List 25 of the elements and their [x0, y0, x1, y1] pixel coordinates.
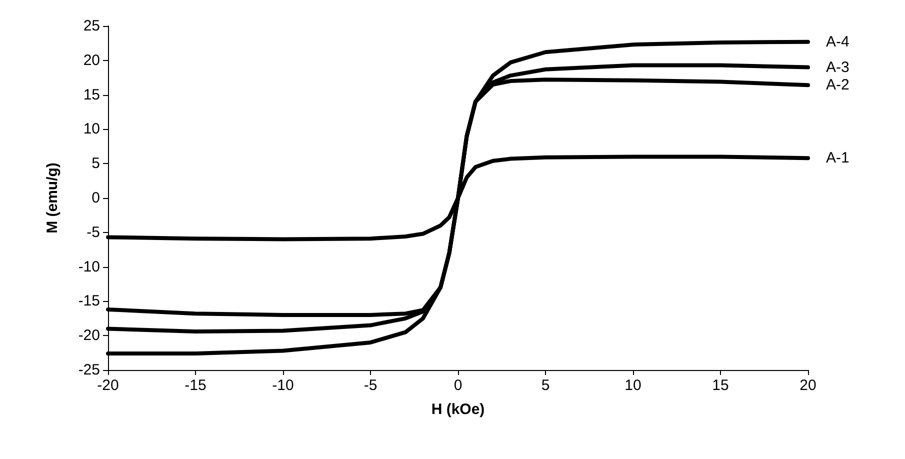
- y-tick-label: 15: [83, 86, 100, 104]
- series-label: A-1: [826, 150, 850, 167]
- x-tick-label: 5: [541, 377, 550, 394]
- y-axis-title: M (emu/g): [44, 162, 61, 234]
- series-label: A-3: [826, 58, 850, 76]
- x-tick-label: 15: [712, 377, 729, 394]
- y-tick-label: 5: [92, 155, 100, 172]
- y-tick-label: 20: [83, 52, 100, 69]
- x-tick-label: -10: [272, 377, 294, 394]
- y-tick-label: -10: [78, 258, 100, 276]
- y-tick-label: -20: [78, 327, 100, 344]
- series-label: A-2: [826, 76, 850, 94]
- y-tick-label: 10: [83, 120, 100, 138]
- x-tick-label: 10: [624, 377, 642, 394]
- y-tick-label: -15: [78, 292, 100, 310]
- y-tick-label: -25: [78, 362, 100, 378]
- series-label: A-4: [826, 33, 850, 50]
- x-tick-label: -5: [364, 377, 378, 394]
- y-tick-label: 25: [83, 18, 100, 34]
- y-tick-label: 0: [92, 190, 100, 206]
- x-tick-label: -15: [184, 377, 206, 394]
- x-axis-title: H (kOe): [431, 401, 485, 418]
- y-tick-label: -5: [86, 224, 100, 241]
- x-tick-label: 0: [454, 377, 462, 394]
- x-tick-label: 20: [800, 377, 816, 394]
